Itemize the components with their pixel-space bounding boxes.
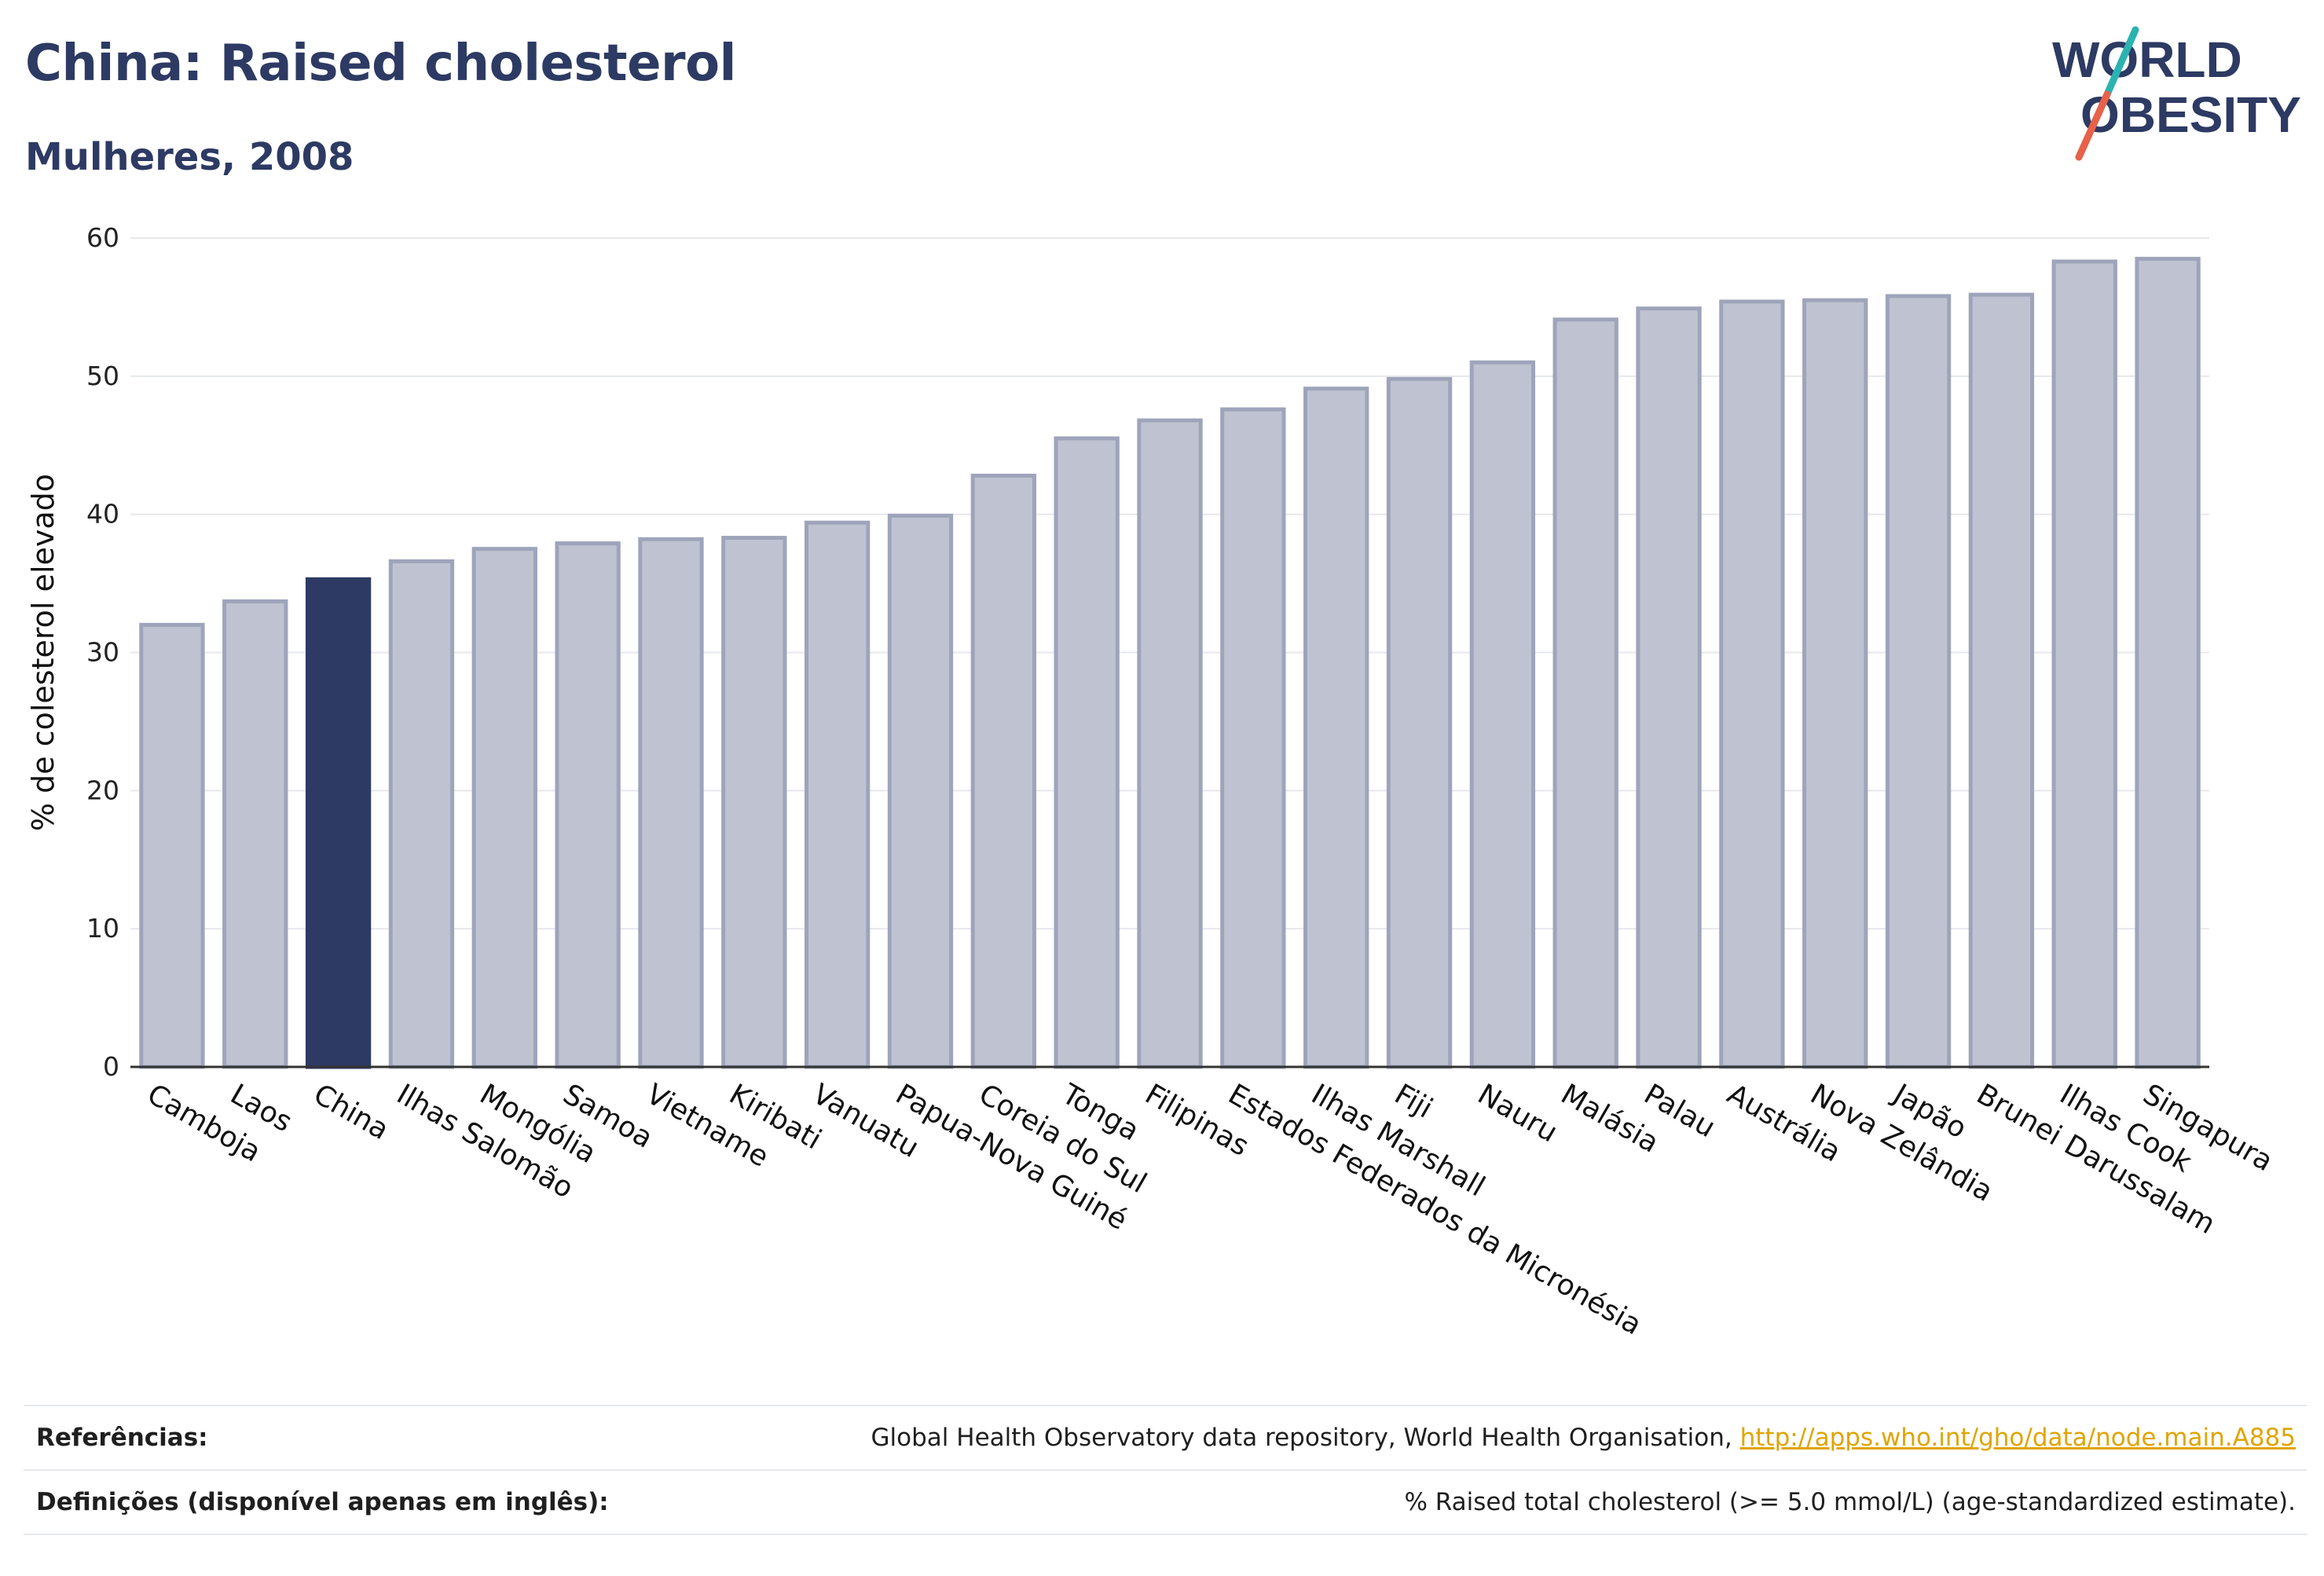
- bar: [887, 513, 954, 1069]
- references-link[interactable]: http://apps.who.int/gho/data/node.main.A…: [1739, 1424, 2296, 1452]
- bar: [139, 622, 205, 1069]
- bar: [222, 599, 288, 1069]
- y-tick-layer: 0 10 20 30 40 50 60: [86, 222, 119, 1082]
- bar: [388, 559, 455, 1069]
- y-tick-label: 0: [103, 1051, 119, 1082]
- bar: [1636, 306, 1702, 1069]
- bar: [1552, 317, 1618, 1069]
- references-text: Global Health Observatory data repositor…: [871, 1424, 1740, 1452]
- bar: [2051, 259, 2117, 1069]
- bar: [1220, 407, 1286, 1069]
- y-tick-label: 30: [86, 637, 119, 668]
- bar: [1303, 387, 1369, 1069]
- logo-slash-teal: [2103, 26, 2139, 98]
- definitions-row: Definições (disponível apenas em inglês)…: [24, 1469, 2307, 1535]
- chart-subtitle: Mulheres, 2008: [25, 135, 354, 179]
- references-value: Global Health Observatory data repositor…: [871, 1424, 2307, 1452]
- bar: [471, 547, 537, 1069]
- x-tick-label: Fiji: [1389, 1078, 1438, 1125]
- references-label: Referências:: [36, 1424, 208, 1452]
- bar: [555, 541, 621, 1069]
- bar: [1719, 299, 1785, 1069]
- x-tick-label: China: [308, 1078, 394, 1146]
- logo-line-2: OBESITY: [2080, 86, 2301, 143]
- bar: [1885, 294, 1952, 1069]
- bar: [1469, 360, 1536, 1069]
- y-tick-label: 10: [86, 913, 119, 944]
- bar: [1802, 298, 1868, 1069]
- logo-slash-coral: [2075, 90, 2111, 161]
- bar: [1054, 436, 1120, 1069]
- y-tick-label: 40: [86, 499, 119, 530]
- y-tick-label: 20: [86, 775, 119, 805]
- bar: [1968, 292, 2035, 1069]
- bar-highlighted: [305, 577, 372, 1069]
- bar: [721, 536, 787, 1069]
- bar: [970, 473, 1036, 1069]
- bar: [1137, 418, 1203, 1069]
- bar-layer: [139, 256, 2201, 1069]
- logo-line-1: WORLD: [2052, 31, 2242, 88]
- world-obesity-logo: WORLD OBESITY: [2052, 26, 2301, 161]
- x-tick-label: Nauru: [1472, 1078, 1563, 1149]
- y-axis-title: % de colesterol elevado: [26, 474, 60, 831]
- chart-title: China: Raised cholesterol: [25, 35, 736, 93]
- bar: [1386, 376, 1453, 1069]
- references-row: Referências: Global Health Observatory d…: [24, 1405, 2307, 1469]
- bar: [638, 537, 704, 1069]
- bar: [804, 520, 871, 1069]
- bar: [2135, 256, 2201, 1069]
- y-tick-label: 60: [86, 222, 119, 253]
- definitions-label: Definições (disponível apenas em inglês)…: [36, 1488, 609, 1516]
- y-tick-label: 50: [86, 361, 119, 391]
- definitions-text: % Raised total cholesterol (>= 5.0 mmol/…: [1404, 1488, 2296, 1516]
